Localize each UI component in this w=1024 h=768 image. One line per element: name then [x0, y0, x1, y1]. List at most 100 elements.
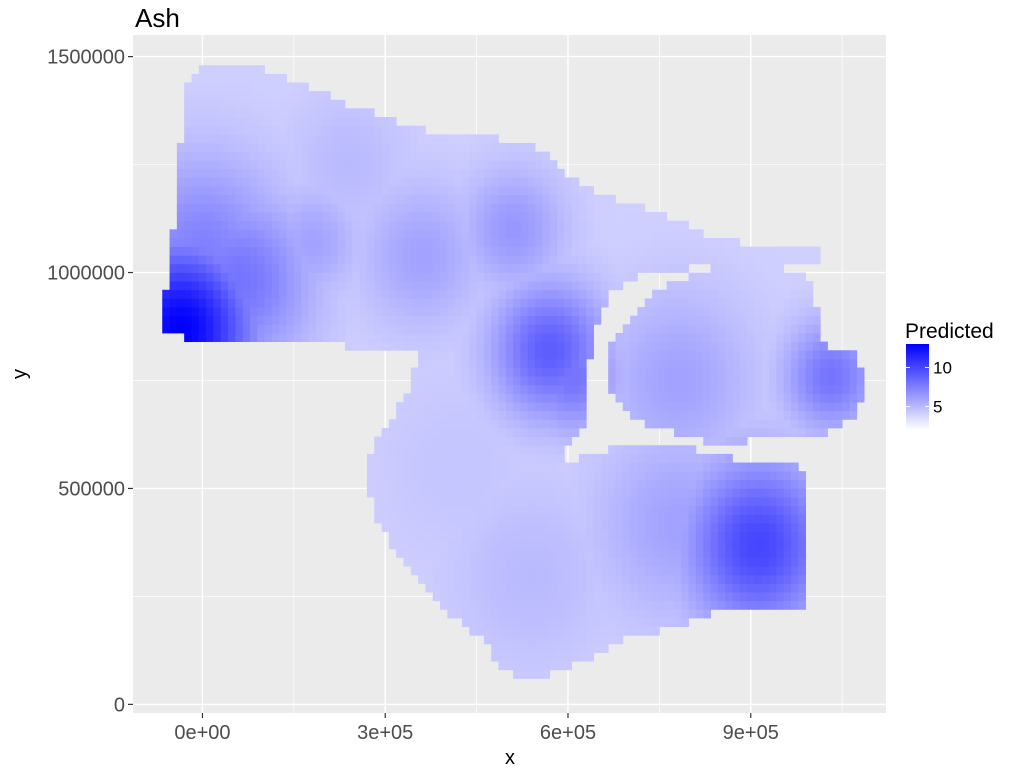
- heatmap-tile: [483, 307, 492, 317]
- heatmap-tile: [191, 220, 200, 230]
- heatmap-tile: [381, 332, 390, 343]
- heatmap-tile: [783, 402, 792, 412]
- heatmap-tile: [842, 358, 850, 368]
- heatmap-tile: [593, 592, 602, 602]
- heatmap-tile: [520, 160, 529, 170]
- heatmap-tile: [776, 540, 785, 550]
- heatmap-tile: [527, 566, 536, 576]
- heatmap-tile: [432, 160, 441, 170]
- heatmap-tile: [761, 367, 770, 377]
- heatmap-tile: [834, 367, 843, 377]
- heatmap-tile: [644, 540, 653, 550]
- heatmap-tile: [615, 583, 624, 593]
- heatmap-tile: [725, 263, 733, 273]
- heatmap-tile: [783, 341, 792, 351]
- heatmap-tile: [396, 514, 404, 524]
- heatmap-tile: [301, 177, 309, 187]
- heatmap-tile: [725, 289, 733, 299]
- heatmap-tile: [652, 557, 660, 567]
- heatmap-tile: [279, 108, 287, 118]
- heatmap-tile: [476, 609, 485, 619]
- heatmap-tile: [717, 315, 726, 325]
- heatmap-tile: [549, 600, 558, 610]
- heatmap-tile: [505, 626, 514, 636]
- heatmap-tile: [600, 531, 609, 541]
- heatmap-tile: [535, 505, 543, 515]
- heatmap-tile: [761, 255, 770, 265]
- heatmap-tile: [644, 600, 653, 610]
- heatmap-tile: [615, 445, 624, 455]
- heatmap-tile: [476, 142, 485, 152]
- heatmap-tile: [630, 574, 638, 584]
- heatmap-tile: [337, 99, 346, 109]
- heatmap-tile: [703, 376, 711, 386]
- heatmap-tile: [483, 350, 492, 360]
- heatmap-tile: [461, 574, 470, 584]
- heatmap-tile: [432, 488, 441, 498]
- heatmap-tile: [469, 514, 477, 524]
- heatmap-tile: [469, 566, 477, 576]
- heatmap-tile: [220, 307, 229, 317]
- heatmap-tile: [776, 272, 785, 282]
- heatmap-tile: [447, 168, 456, 178]
- heatmap-tile: [535, 186, 543, 196]
- heatmap-tile: [235, 272, 244, 282]
- heatmap-tile: [206, 151, 214, 161]
- heatmap-tile: [571, 410, 580, 420]
- heatmap-tile: [418, 410, 426, 420]
- heatmap-tile: [673, 358, 682, 368]
- heatmap-tile: [249, 263, 258, 273]
- heatmap-tile: [593, 315, 602, 325]
- heatmap-tile: [191, 272, 200, 282]
- heatmap-tile: [652, 367, 660, 377]
- heatmap-tile: [461, 531, 470, 541]
- heatmap-tile: [513, 186, 521, 196]
- heatmap-tile: [249, 272, 258, 282]
- heatmap-tile: [264, 212, 273, 222]
- heatmap-tile: [191, 281, 200, 291]
- chart-title: Ash: [135, 3, 180, 33]
- heatmap-tile: [425, 151, 434, 161]
- heatmap-tile: [681, 298, 690, 308]
- heatmap-tile: [783, 462, 792, 472]
- heatmap-tile: [264, 289, 273, 299]
- heatmap-tile: [622, 471, 631, 481]
- heatmap-tile: [652, 410, 660, 420]
- heatmap-tile: [410, 471, 419, 481]
- heatmap-tile: [440, 307, 448, 317]
- heatmap-tile: [491, 592, 499, 602]
- heatmap-tile: [732, 350, 741, 360]
- heatmap-tile: [315, 168, 324, 178]
- heatmap-tile: [264, 99, 273, 109]
- heatmap-tile: [396, 324, 404, 334]
- heatmap-tile: [776, 522, 785, 533]
- heatmap-tile: [659, 358, 668, 368]
- heatmap-tile: [206, 237, 214, 248]
- heatmap-tile: [652, 229, 660, 239]
- heatmap-tile: [688, 341, 697, 351]
- heatmap-tile: [513, 177, 521, 187]
- heatmap-tile: [549, 410, 558, 420]
- heatmap-tile: [235, 263, 244, 273]
- heatmap-tile: [564, 557, 573, 567]
- heatmap-tile: [652, 479, 660, 489]
- heatmap-tile: [652, 592, 660, 602]
- heatmap-tile: [249, 177, 258, 187]
- heatmap-tile: [593, 635, 602, 645]
- heatmap-tile: [491, 281, 499, 291]
- heatmap-tile: [242, 315, 251, 325]
- heatmap-tile: [418, 505, 426, 515]
- heatmap-tile: [637, 255, 646, 265]
- heatmap-tile: [688, 324, 697, 334]
- heatmap-tile: [754, 315, 763, 325]
- heatmap-tile: [673, 540, 682, 550]
- heatmap-tile: [505, 661, 514, 671]
- heatmap-tile: [827, 350, 836, 360]
- heatmap-tile: [396, 177, 404, 187]
- heatmap-tile: [403, 255, 412, 265]
- heatmap-tile: [213, 298, 222, 308]
- heatmap-tile: [447, 410, 456, 420]
- heatmap-tile: [184, 134, 192, 144]
- heatmap-tile: [293, 160, 302, 170]
- heatmap-tile: [790, 272, 799, 282]
